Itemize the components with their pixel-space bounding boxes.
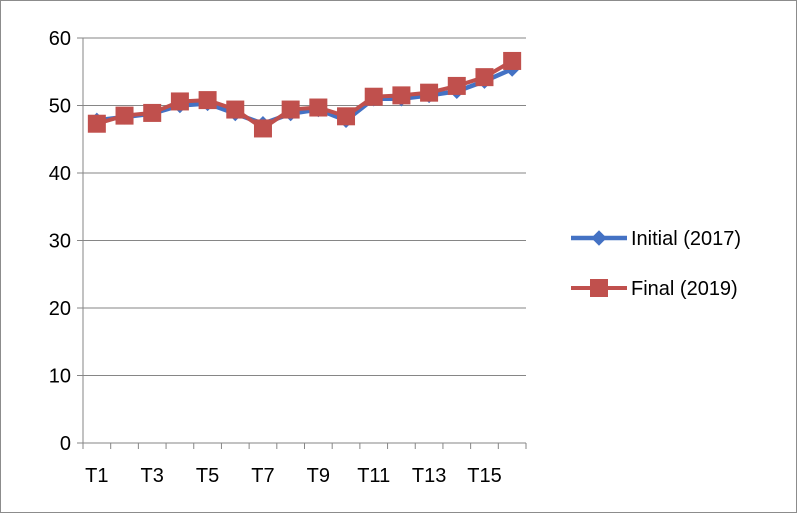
- y-tick-label: 60: [49, 28, 71, 50]
- x-tick-label: T13: [412, 465, 446, 487]
- axes: [77, 37, 527, 449]
- legend-entry: Initial (2017): [571, 228, 741, 250]
- data-point: [447, 76, 466, 95]
- x-tick-label: T1: [85, 465, 108, 487]
- legend-label: Final (2019): [631, 278, 738, 300]
- y-tick-label: 10: [49, 366, 71, 388]
- x-tick-label: T7: [251, 465, 274, 487]
- y-tick-label: 20: [49, 298, 71, 320]
- data-point: [115, 106, 134, 125]
- series-final-2019: [87, 51, 522, 138]
- data-point: [226, 100, 245, 119]
- y-tick-label: 0: [60, 433, 71, 455]
- data-point: [253, 119, 272, 138]
- data-point: [281, 100, 300, 119]
- data-point: [392, 86, 411, 105]
- series-line: [94, 58, 515, 131]
- x-tick-label: T15: [467, 465, 501, 487]
- y-tick-label: 50: [49, 96, 71, 118]
- x-tick-label: T9: [307, 465, 330, 487]
- legend-label: Initial (2017): [631, 228, 741, 250]
- data-point: [503, 51, 522, 70]
- data-point: [420, 83, 439, 102]
- y-axis-tick-labels: 0 10 20 30 40 50 60: [49, 28, 71, 455]
- data-point: [309, 98, 328, 117]
- data-point: [143, 103, 162, 122]
- legend: Initial (2017) Final (2019): [571, 228, 741, 300]
- series-layer: [87, 51, 522, 138]
- data-point: [87, 114, 106, 133]
- data-point: [170, 92, 189, 111]
- y-tick-label: 30: [49, 231, 71, 253]
- data-point: [475, 68, 494, 87]
- legend-entry: Final (2019): [571, 278, 738, 300]
- x-tick-label: T5: [196, 465, 219, 487]
- y-tick-label: 40: [49, 163, 71, 185]
- data-point: [198, 91, 217, 110]
- data-point: [337, 107, 356, 126]
- square-marker-icon: [590, 279, 608, 297]
- x-tick-label: T11: [357, 465, 390, 487]
- diamond-marker-icon: [591, 230, 607, 246]
- series-line: [94, 66, 515, 126]
- data-point: [364, 87, 383, 106]
- x-tick-label: T3: [141, 465, 164, 487]
- x-axis-tick-labels: T1 T3 T5 T7 T9 T11 T13 T15: [85, 465, 502, 487]
